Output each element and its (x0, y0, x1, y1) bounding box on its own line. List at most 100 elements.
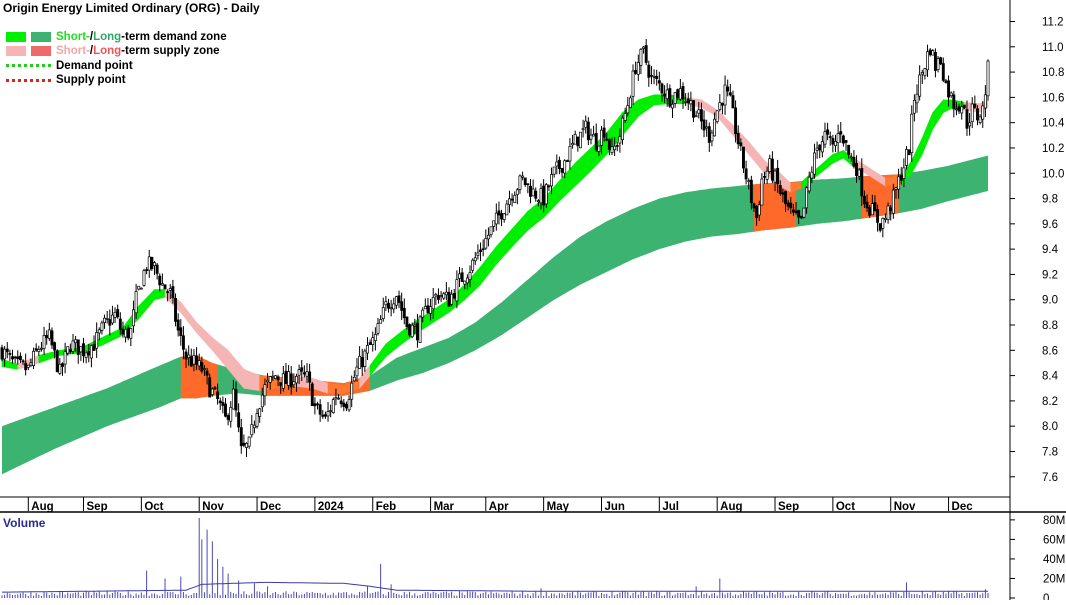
price-bar (644, 38, 648, 66)
x-tick-label: 2024 (318, 501, 344, 513)
price-bar (631, 64, 635, 105)
price-bar (681, 82, 685, 109)
price-bar (957, 103, 961, 114)
price-bar (581, 119, 585, 138)
price-bar (47, 322, 51, 342)
price-bar (621, 115, 624, 145)
price-bar-body (668, 88, 672, 107)
price-bar (836, 124, 840, 153)
price-bar (58, 357, 62, 375)
price-bar-body (63, 351, 67, 365)
y-tick-label: 9.4 (1042, 244, 1059, 256)
price-bar (45, 330, 49, 345)
price-bar-body (189, 356, 193, 367)
price-bar (342, 398, 346, 412)
price-bar (247, 436, 251, 449)
price-bar (697, 101, 701, 119)
y-tick-label: 8.2 (1042, 396, 1058, 408)
price-bar (405, 316, 409, 330)
y-tick-label: 8.8 (1042, 320, 1058, 332)
price-bar (11, 349, 14, 364)
price-bar (181, 326, 185, 360)
price-bar (381, 297, 385, 322)
price-bar-body (523, 177, 527, 186)
price-bar-body (807, 176, 811, 192)
price-bar (134, 283, 138, 319)
price-bar-body (368, 342, 372, 345)
y-tick-label: 7.8 (1042, 446, 1058, 458)
price-bar-body (103, 317, 106, 323)
price-bar-body (720, 102, 724, 106)
price-bar-body (181, 335, 185, 350)
price-bar (118, 312, 122, 335)
price-bar (205, 367, 209, 385)
price-bar-body (521, 175, 525, 178)
price-bar (768, 154, 772, 174)
price-bar-body (928, 49, 932, 56)
price-bar-body (481, 248, 485, 251)
price-bar (37, 345, 41, 356)
short-term-zone-segment-5 (101, 327, 124, 346)
price-bar-body (529, 185, 532, 197)
price-bar (686, 92, 690, 110)
price-bar-body (918, 74, 922, 97)
price-bar-body (623, 113, 627, 121)
price-bar-body (126, 327, 130, 339)
price-bar (731, 90, 735, 109)
price-bar-body (281, 373, 285, 389)
price-bar-body (434, 294, 438, 297)
price-bar-body (576, 136, 580, 147)
price-bar (949, 91, 953, 98)
price-bar (862, 190, 866, 208)
price-bar (870, 194, 874, 216)
y-tick-label: 10.8 (1042, 67, 1064, 79)
price-bar (360, 348, 364, 376)
price-bar (634, 61, 638, 75)
price-bar (110, 305, 114, 325)
volume-tick-label: 60M (1043, 534, 1065, 546)
price-bar-body (915, 93, 919, 104)
price-bar (831, 134, 835, 153)
price-bar (76, 339, 80, 364)
price-bar-body (82, 343, 85, 357)
price-bar-body (834, 141, 837, 147)
price-bar (610, 137, 614, 156)
price-bar-body (544, 184, 548, 205)
price-bar (316, 401, 319, 410)
price-bar-body (873, 202, 877, 212)
price-bar-body (318, 404, 322, 415)
price-bar-body (76, 339, 80, 355)
price-bar (560, 167, 564, 178)
price-bar (665, 83, 669, 107)
price-bar (116, 304, 120, 319)
price-bar (50, 327, 54, 349)
price-bar (79, 346, 83, 361)
price-bar (926, 44, 929, 77)
price-bar (163, 284, 167, 290)
price-bar (437, 288, 440, 304)
long-term-demand-zone (2, 155, 988, 475)
price-bar (192, 349, 196, 372)
price-bar (723, 75, 727, 115)
price-bar (852, 150, 856, 169)
price-bar (597, 145, 601, 157)
x-tick-label: Nov (202, 501, 224, 513)
price-bar-body (636, 62, 640, 75)
price-bar-body (926, 51, 929, 71)
price-bar-body (663, 93, 667, 97)
price-bar (715, 110, 719, 124)
price-bar-body (471, 259, 475, 271)
price-bar (8, 349, 12, 361)
legend-demand-point: Demand point (6, 59, 227, 73)
price-bar-body (910, 113, 914, 153)
price-bar-body (87, 350, 91, 356)
price-bar-body (531, 188, 535, 197)
price-bar (479, 242, 482, 262)
x-tick-label: Dec (260, 501, 282, 513)
legend-part: Long (93, 45, 122, 58)
price-bar-body (221, 402, 225, 406)
price-bar-body (208, 377, 212, 398)
price-bar-body (258, 408, 262, 417)
price-bar-body (295, 375, 298, 384)
price-bar (42, 326, 46, 355)
